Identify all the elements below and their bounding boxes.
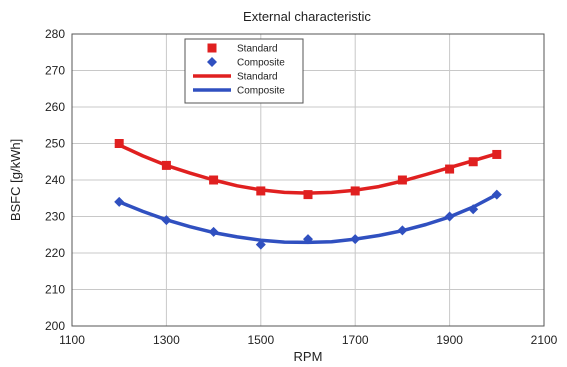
legend-marker-standard [207, 43, 217, 53]
data-point-composite [255, 239, 266, 250]
y-tick-label: 250 [45, 137, 65, 151]
legend-label: Standard [237, 72, 278, 83]
legend: Standard Composite Standard Composite [184, 38, 304, 104]
data-point-standard [350, 186, 360, 196]
data-point-standard [397, 175, 407, 185]
x-axis-label: RPM [294, 349, 323, 364]
x-tick-label: 1700 [342, 333, 369, 347]
y-tick-label: 270 [45, 64, 65, 78]
data-point-standard [114, 139, 124, 148]
data-points [114, 139, 502, 250]
x-tick-label: 1100 [59, 333, 85, 347]
x-tick-label: 1500 [247, 333, 274, 347]
data-point-composite [468, 204, 479, 215]
y-tick-label: 240 [45, 173, 65, 187]
data-point-composite [397, 225, 408, 236]
y-tick-label: 220 [45, 246, 65, 260]
data-point-composite [114, 196, 125, 207]
chart-title: External characteristic [243, 9, 371, 24]
plot-frame [71, 33, 545, 327]
data-point-standard [209, 175, 219, 185]
data-point-standard [445, 164, 455, 174]
data-point-composite [303, 234, 313, 245]
y-axis-label: BSFC [g/kWh] [8, 139, 23, 221]
data-point-standard [161, 160, 171, 170]
legend-box [184, 38, 304, 104]
legend-label: Standard [237, 44, 278, 55]
data-point-composite [491, 189, 502, 200]
data-point-standard [303, 190, 313, 200]
y-tick-label: 200 [45, 319, 65, 333]
x-tick-label: 1900 [436, 333, 463, 347]
x-tick-label: 2100 [531, 333, 558, 347]
data-point-composite [208, 226, 219, 237]
data-point-standard [468, 157, 478, 167]
data-point-standard [256, 186, 266, 196]
tick-labels: 200 210 220 230 240 250 260 270 280 1100 1300 1500 1… [45, 27, 558, 347]
data-point-standard [492, 149, 502, 159]
data-point-composite [350, 234, 361, 245]
data-point-composite [161, 215, 172, 226]
legend-marker-composite [207, 57, 217, 67]
legend-label: Composite [237, 86, 285, 97]
data-point-composite [444, 211, 455, 222]
y-tick-label: 210 [45, 283, 65, 297]
x-tick-label: 1300 [153, 333, 180, 347]
y-tick-label: 230 [45, 210, 65, 224]
y-tick-label: 260 [45, 100, 65, 114]
y-tick-label: 280 [45, 27, 65, 41]
legend-label: Composite [237, 58, 285, 69]
